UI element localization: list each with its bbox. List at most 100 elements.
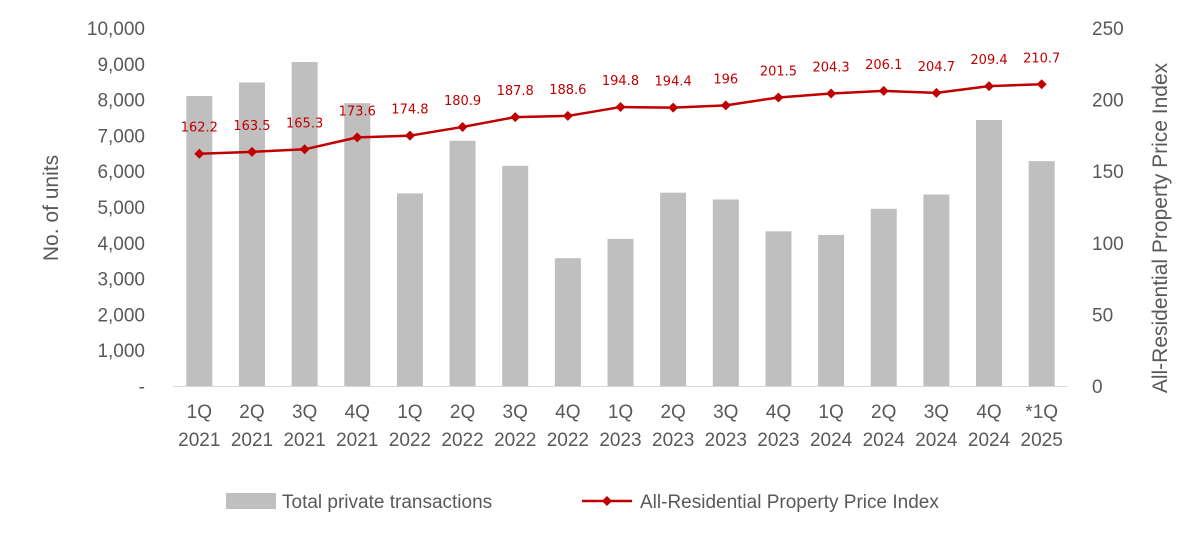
- y-right-tick-label: 200: [1092, 91, 1124, 112]
- x-tick-label-year: 2023: [599, 430, 641, 451]
- bar: [238, 82, 265, 386]
- line-marker: [299, 144, 310, 155]
- x-tick-label-quarter: 2Q: [239, 402, 264, 423]
- data-label: 204.7: [918, 60, 955, 75]
- x-tick-label-year: 2022: [494, 430, 536, 451]
- data-label: 196: [713, 72, 738, 87]
- data-label: 201.5: [760, 64, 797, 79]
- x-tick-label-quarter: 1Q: [397, 402, 422, 423]
- data-label: 206.1: [865, 58, 902, 73]
- x-tick-label-quarter: 3Q: [924, 402, 949, 423]
- x-tick-label-year: 2024: [810, 430, 853, 451]
- bar-series: [186, 62, 1055, 387]
- data-label: 209.4: [970, 53, 1007, 68]
- bar: [1028, 161, 1055, 386]
- x-tick-label-year: 2024: [968, 430, 1011, 451]
- y-right-tick-label: 50: [1092, 305, 1113, 326]
- y-left-tick-label: 7,000: [97, 126, 145, 147]
- y-left-tick-label: 2,000: [97, 305, 145, 326]
- line-marker: [1036, 79, 1047, 90]
- x-tick-label-year: 2022: [389, 430, 431, 451]
- x-tick-label-year: 2024: [863, 430, 906, 451]
- x-tick-label-year: 2021: [336, 430, 378, 451]
- x-tick-label-quarter: 3Q: [713, 402, 738, 423]
- line-marker: [668, 102, 679, 113]
- data-label: 163.5: [233, 119, 270, 134]
- x-tick-label-year: 2024: [915, 430, 958, 451]
- line-marker: [878, 85, 889, 96]
- line-marker: [246, 146, 257, 157]
- y-left-tick-label: 5,000: [97, 198, 145, 219]
- x-tick-label-quarter: 1Q: [608, 402, 633, 423]
- y-left-tick-label: 9,000: [97, 55, 145, 76]
- x-tick-label-quarter: 1Q: [818, 402, 843, 423]
- legend-bar-swatch: [226, 493, 276, 509]
- data-label: 188.6: [549, 83, 586, 98]
- bar: [712, 199, 739, 386]
- y-left-tick-label: 10,000: [87, 19, 145, 40]
- line-marker: [352, 132, 363, 143]
- line-marker: [457, 121, 468, 132]
- legend-bar-label: Total private transactions: [282, 492, 492, 513]
- line-marker: [720, 100, 731, 111]
- line-marker: [773, 92, 784, 103]
- x-tick-label-quarter: 4Q: [555, 402, 580, 423]
- data-label: 180.9: [444, 94, 481, 109]
- bar: [554, 258, 581, 386]
- bar: [976, 120, 1003, 387]
- x-tick-label-year: 2023: [757, 430, 799, 451]
- line-marker: [826, 88, 837, 99]
- y-left-tick-label: 8,000: [97, 91, 145, 112]
- y-left-tick-label: 1,000: [97, 341, 145, 362]
- x-tick-label-quarter: 3Q: [292, 402, 317, 423]
- x-tick-label-year: 2022: [547, 430, 589, 451]
- y-left-tick-label: 3,000: [97, 270, 145, 291]
- left-axis-ticks: - 1,000 2,000 3,000 4,000 5,000 6,000 7,000 8,00…: [87, 19, 145, 398]
- x-tick-label-quarter: 1Q: [187, 402, 212, 423]
- x-tick-label-year: 2021: [231, 430, 273, 451]
- line-marker: [194, 148, 205, 159]
- y-right-tick-label: 100: [1092, 234, 1124, 255]
- y-right-tick-label: 250: [1092, 19, 1124, 40]
- line-marker: [615, 102, 626, 113]
- y-left-tick-label: 4,000: [97, 234, 145, 255]
- x-tick-label-quarter: 3Q: [503, 402, 528, 423]
- line-marker: [984, 81, 995, 92]
- data-label: 194.8: [602, 74, 639, 89]
- bar: [396, 193, 423, 386]
- bar: [186, 96, 213, 387]
- line-marker: [931, 87, 942, 98]
- legend-line-label: All-Residential Property Price Index: [640, 492, 939, 513]
- series-line: [199, 83, 1042, 155]
- right-axis-ticks: 0 50 100 150 200 250: [1092, 19, 1124, 398]
- x-tick-label-year: 2022: [441, 430, 483, 451]
- data-label: 204.3: [812, 60, 849, 75]
- data-label: 194.4: [655, 75, 692, 90]
- x-tick-label-quarter: 2Q: [871, 402, 896, 423]
- bar: [923, 194, 950, 386]
- x-tick-label-year: 2021: [178, 430, 220, 451]
- bar: [344, 103, 371, 387]
- data-label: 165.3: [286, 116, 323, 131]
- x-axis-labels: 1Q 2021 2Q 2021 3Q 2021 4Q 2021 1Q 2022 2Q 2022 3Q 20…: [178, 402, 1063, 451]
- line-series: [194, 79, 1047, 159]
- bar: [291, 62, 318, 386]
- bar: [660, 192, 687, 386]
- x-tick-label-quarter: 2Q: [450, 402, 475, 423]
- bar: [607, 238, 634, 386]
- line-data-labels: 162.2 163.5 165.3 173.6 174.8 180.9 187.8 188.6…: [181, 51, 1061, 135]
- y-left-tick-label: 6,000: [97, 162, 145, 183]
- legend: Total private transactions All-Residenti…: [226, 492, 939, 513]
- line-marker: [562, 110, 573, 121]
- y-right-tick-label: 0: [1092, 377, 1103, 398]
- x-tick-label-quarter: 4Q: [976, 402, 1001, 423]
- data-label: 162.2: [181, 121, 218, 136]
- line-marker: [404, 130, 415, 141]
- x-tick-label-quarter: 4Q: [345, 402, 370, 423]
- data-label: 187.8: [497, 84, 534, 99]
- legend-line-marker: [602, 496, 612, 506]
- y-axis-title-left: No. of units: [40, 155, 63, 261]
- y-right-tick-label: 150: [1092, 162, 1124, 183]
- y-axis-title-right: All-Residential Property Price Index: [1149, 62, 1172, 393]
